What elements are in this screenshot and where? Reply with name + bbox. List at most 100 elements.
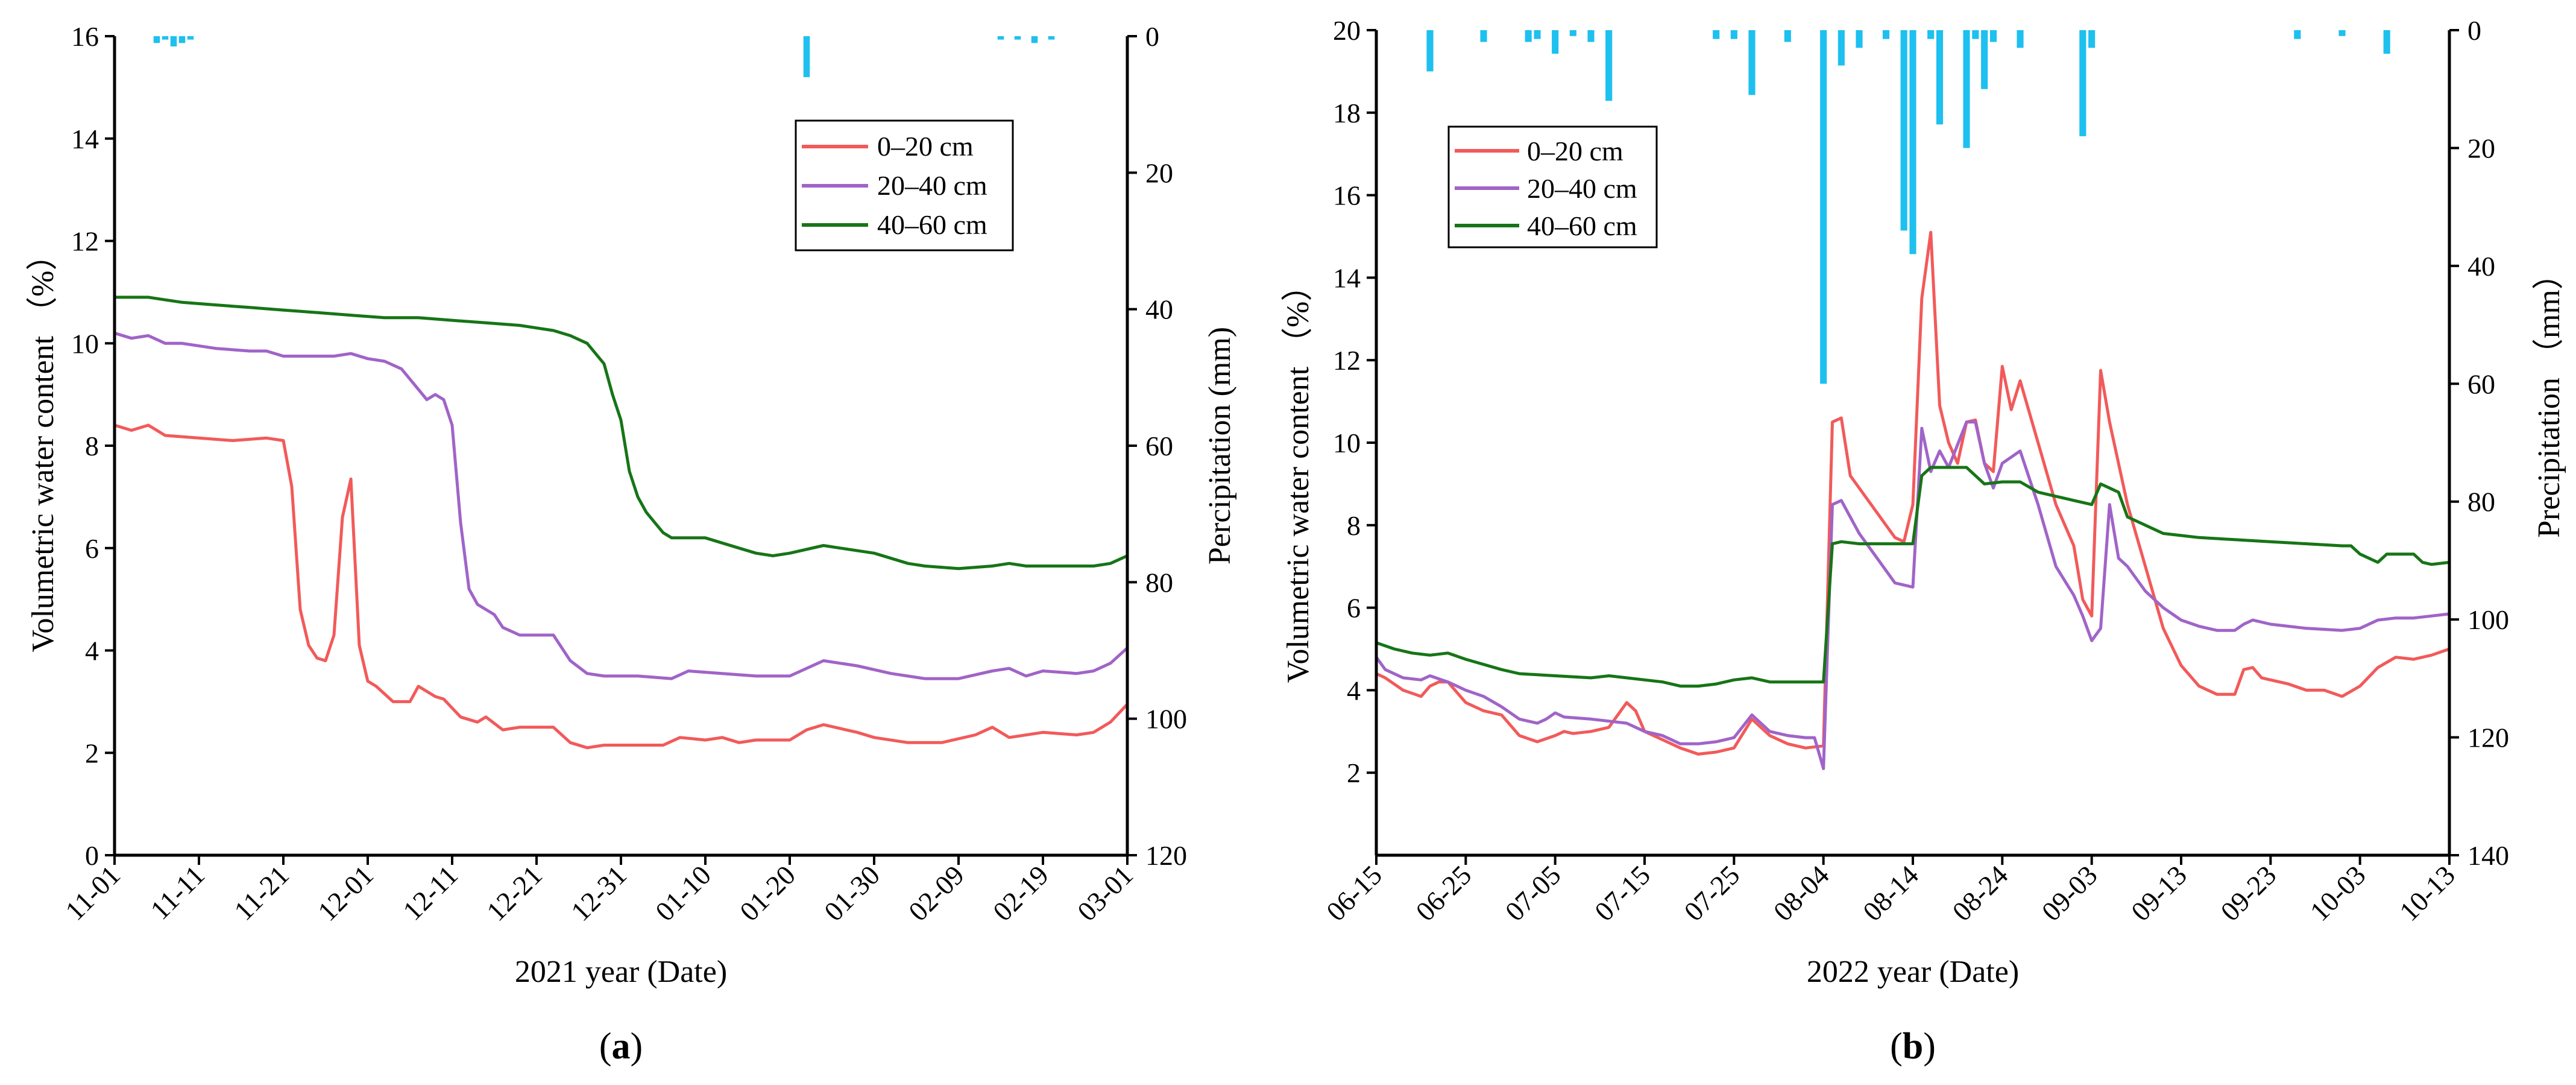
panel-a-series-line-3 [113,296,1129,571]
panel-b-precip-bar-23 [1989,30,1997,42]
panel-a-ytick-left-label-0: 0 [85,840,99,871]
panel-a-legend: 0–20 cm 20–40 cm 40–60 cm [795,119,1014,251]
panel-b-precip-bar-14 [1856,30,1863,48]
svg-text:(a): (a) [599,1026,643,1067]
panel-b-ytick-left-label-2: 6 [1347,593,1361,624]
panel-a-y-left-title: Volumetric water content （%） [26,239,60,653]
panel-b-precip-bar-29 [2383,30,2390,54]
panel-a-legend-label-3: 40–60 cm [877,209,987,240]
panel-b-precip-bar-7 [1605,30,1613,101]
panel-a-ytick-right-label-2: 40 [1145,294,1173,325]
panel-a-xtick-label-3: 12-01 [312,859,379,927]
panel-b-xtick-label-12: 10-13 [2393,859,2461,927]
panel-a-series-line-1 [113,423,1129,750]
panel-a-xtick-label-7: 01-10 [649,859,717,927]
panel-b-ytick-right-label-7: 140 [2467,840,2509,871]
panel-b-precip-bar-10 [1748,30,1756,95]
panel-b-precip-bar-28 [2338,30,2346,36]
panel-b-ytick-left-label-4: 10 [1333,428,1361,458]
panel-a-ytick-right-label-4: 80 [1145,567,1173,598]
panel-a-precip-bar-5 [803,36,810,77]
panel-a-right-ticks: 0 20 40 60 80 100 120 [1127,21,1187,871]
panel-b-left-ticks: 2 4 6 8 10 12 14 16 18 20 [1333,15,1376,788]
panel-a-precipitation-bars [153,36,1055,77]
panel-b-ytick-left-label-6: 14 [1333,262,1361,293]
panel-b-series-line-2 [1375,420,2451,770]
panel-b-xtick-label-9: 09-13 [2125,859,2193,927]
panel-a-ytick-left-label-5: 10 [71,328,99,359]
panel-a-precip-bar-7 [1014,36,1021,40]
panel-b-precip-bar-13 [1838,30,1845,66]
panel-a-ytick-left-label-1: 2 [85,738,99,768]
panel-a-ytick-left-label-2: 4 [85,636,99,666]
panel-a-precip-bar-2 [170,36,177,46]
panel-b-ytick-right-label-4: 80 [2467,487,2495,517]
panel-b-ytick-right-label-2: 40 [2467,251,2495,282]
panel-b-precip-bar-22 [1981,30,1988,89]
panel-a-series-lines [113,296,1129,750]
panel-a-legend-label-1: 0–20 cm [877,131,974,162]
panel-b-legend-label-3: 40–60 cm [1527,210,1637,241]
panel-b-ytick-left-label-3: 8 [1347,510,1361,541]
panel-b-legend-label-2: 20–40 cm [1527,173,1637,204]
panel-b-ytick-right-label-0: 0 [2467,15,2481,46]
panel-a-xtick-label-5: 12-21 [480,859,548,927]
panel-b-precip-bar-16 [1900,30,1907,231]
panel-a-xtick-label-11: 02-19 [987,859,1054,927]
panel-b-xtick-label-8: 09-03 [2036,859,2103,927]
panel-b-ytick-left-label-0: 2 [1347,758,1361,788]
panel-b-ytick-left-label-8: 18 [1333,98,1361,128]
panel-b-letter: b [1903,1026,1923,1067]
panel-b-xtick-label-6: 08-14 [1857,859,1924,927]
panel-b-ytick-right-label-3: 60 [2467,369,2495,399]
panel-a-ytick-left-label-4: 8 [85,431,99,461]
panel-b-xtick-label-5: 08-04 [1768,859,1835,927]
panel-b-x-ticks: 06-15 06-25 07-05 07-15 07-25 08-04 08-14 08-24… [1320,855,2461,927]
panel-b-precip-bar-11 [1784,30,1791,42]
svg-text:(b): (b) [1890,1026,1936,1067]
panel-a-precip-bar-3 [178,36,186,43]
panel-a-precip-bar-8 [1031,36,1038,43]
panel-a-ytick-right-label-5: 100 [1145,704,1187,735]
panel-b-xtick-label-3: 07-15 [1589,859,1656,927]
panel-b-label: (b) [1890,1026,1936,1067]
panel-b-precip-bar-21 [1972,30,1979,39]
panel-a-xtick-label-2: 11-21 [228,859,295,926]
panel-b-ytick-left-label-1: 4 [1347,675,1361,706]
panel-a-x-ticks: 11-01 11-11 11-21 12-01 12-11 12-21 12-31 01-10… [59,855,1139,927]
panel-a-xtick-label-9: 01-30 [818,859,886,927]
panel-a-ytick-left-label-8: 16 [71,21,99,52]
panel-a-y-right-title: Percipitation (mm) [1203,327,1237,565]
panel-a-precip-bar-4 [187,36,194,40]
panel-b-precip-bar-17 [1909,30,1916,255]
panel-b-precip-bar-25 [2079,30,2086,136]
panel-a-xtick-label-6: 12-31 [565,859,632,927]
panel-b-xtick-label-10: 09-23 [2214,859,2282,927]
panel-b-y-right-title: Precipitation （mm） [2532,258,2566,538]
panel-a-ytick-right-label-3: 60 [1145,431,1173,461]
panel-b-precip-bar-27 [2294,30,2301,39]
panel-a-xtick-label-12: 03-01 [1071,859,1139,927]
panel-a-ytick-left-label-7: 14 [71,124,99,154]
panel-a-left-ticks: 0 2 4 6 8 10 12 14 16 [71,21,115,871]
panel-a-xtick-label-8: 01-20 [734,859,801,927]
panel-b-xtick-label-4: 07-25 [1678,859,1745,927]
panel-b-precip-bar-19 [1936,30,1944,125]
panel-a-xtick-label-1: 11-11 [145,859,211,926]
panel-b-xtick-label-0: 06-15 [1320,859,1388,927]
panel-b-series-line-1 [1375,230,2451,756]
panel-a-precip-bar-9 [1048,36,1055,40]
panel-a-legend-label-2: 20–40 cm [877,170,987,201]
panel-a-series-line-2 [113,331,1129,680]
panel-b-precip-bar-9 [1730,30,1737,39]
panel-b-precip-bar-15 [1882,30,1890,39]
panel-a-xtick-label-10: 02-09 [902,859,970,927]
panel-a-ytick-right-label-6: 120 [1145,840,1187,871]
panel-b-precipitation-bars [1426,30,2390,384]
panel-b-ytick-left-label-5: 12 [1333,345,1361,376]
panel-a-precip-bar-1 [162,36,169,40]
panel-b-series-lines [1375,230,2451,770]
panel-a-letter: a [612,1026,631,1067]
